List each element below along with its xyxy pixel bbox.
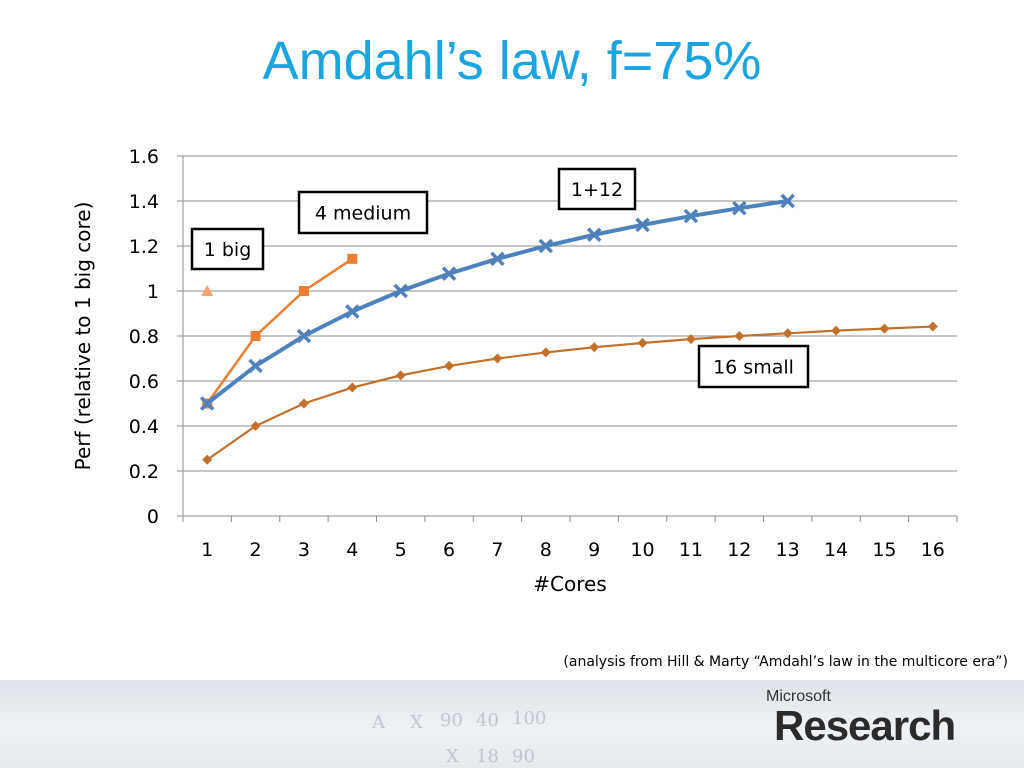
data-point xyxy=(732,200,747,216)
annotation-label: 1 big xyxy=(190,227,265,271)
data-point xyxy=(298,286,309,296)
series-1-big xyxy=(201,285,214,296)
x-tick-label: 11 xyxy=(679,539,703,561)
data-point xyxy=(927,321,938,332)
series-16-small xyxy=(202,321,938,465)
x-tick-label: 13 xyxy=(776,539,800,561)
background-scribble: 100 xyxy=(512,708,547,729)
x-tick-label: 9 xyxy=(588,539,600,561)
data-point xyxy=(347,382,358,393)
data-point xyxy=(831,325,842,336)
data-point xyxy=(202,454,213,465)
x-tick-labels: 1 2 3 4 5 6 7 8 9 10 11 12 13 14 15 16 xyxy=(201,539,945,561)
y-tick-label: 0.2 xyxy=(129,461,159,483)
data-point xyxy=(879,323,890,334)
background-scribble: 90 xyxy=(440,710,463,731)
x-tick-label: 5 xyxy=(395,539,407,561)
chart: 00.20.40.60.811.21.41.6 1 2 3 4 5 6 7 8 9 10 11 12 1… xyxy=(71,146,958,596)
annotation-label: 16 small xyxy=(697,344,810,389)
data-point xyxy=(199,396,215,411)
microsoft-research-logo: Microsoft Research xyxy=(764,688,956,749)
series-line xyxy=(206,325,933,461)
data-point xyxy=(538,238,554,254)
background-scribble: A xyxy=(372,712,385,733)
background-scribble: 18 xyxy=(476,746,499,767)
data-point xyxy=(298,398,309,409)
data-point xyxy=(734,331,745,341)
x-tick-label: 3 xyxy=(298,539,310,561)
background-scribble: X xyxy=(410,712,423,733)
annotation-box xyxy=(190,227,265,271)
gridlines xyxy=(183,155,957,472)
x-tick-label: 6 xyxy=(443,539,455,561)
data-point xyxy=(250,421,261,431)
background-scribble: 40 xyxy=(476,710,499,731)
annotation-text: 1 big xyxy=(204,239,252,261)
data-point xyxy=(782,328,793,339)
series-4-medium xyxy=(202,253,358,409)
annotation-text: 4 medium xyxy=(315,203,411,225)
annotation-box xyxy=(697,344,810,389)
x-tick-label: 8 xyxy=(540,539,552,561)
x-axis-title: #Cores xyxy=(533,572,606,596)
data-point xyxy=(345,304,360,319)
series xyxy=(199,193,938,465)
y-tick-label: 0.4 xyxy=(129,416,159,438)
footer-band: A X 90 40 100 X 18 90 xyxy=(0,680,1024,768)
annotation-label: 4 medium xyxy=(297,190,429,235)
y-tick-label: 0.8 xyxy=(129,326,159,348)
citation: (analysis from Hill & Marty “Amdahl’s la… xyxy=(563,654,1008,670)
data-point xyxy=(490,251,505,267)
y-axis-title: Perf (relative to 1 big core) xyxy=(71,202,95,471)
x-tick-label: 16 xyxy=(921,539,945,561)
background-scribble: 90 xyxy=(512,746,535,767)
data-point xyxy=(250,331,261,341)
data-point xyxy=(586,227,602,242)
data-point xyxy=(685,334,696,345)
data-point xyxy=(589,342,600,353)
x-tick-label: 14 xyxy=(824,539,848,561)
y-tick-label: 1.2 xyxy=(129,236,159,258)
data-point xyxy=(201,285,214,296)
data-point xyxy=(393,283,408,299)
x-tick-label: 2 xyxy=(250,539,262,561)
data-point xyxy=(637,337,648,348)
annotations: 1 big 4 medium 1+12 16 small xyxy=(190,167,810,389)
y-tick-label: 0 xyxy=(147,506,159,528)
data-point xyxy=(347,253,358,264)
x-tick-label: 7 xyxy=(491,539,503,561)
data-point xyxy=(248,358,263,374)
x-tick-label: 15 xyxy=(872,539,896,561)
x-tick-label: 4 xyxy=(346,539,358,561)
data-point xyxy=(492,353,503,364)
annotation-box xyxy=(557,167,637,211)
logo-company: Microsoft xyxy=(766,688,831,705)
data-point xyxy=(296,328,312,344)
y-tick-label: 1.4 xyxy=(129,191,159,213)
y-tick-label: 0.6 xyxy=(129,371,159,393)
annotation-label: 1+12 xyxy=(557,167,637,211)
y-tick-label: 1.6 xyxy=(129,146,159,168)
series-line xyxy=(206,257,354,405)
series-1-12 xyxy=(199,193,795,411)
logo-product: Research xyxy=(774,702,956,749)
annotation-box xyxy=(297,190,429,235)
annotation-text: 1+12 xyxy=(571,179,623,201)
data-point xyxy=(444,360,455,371)
data-point xyxy=(780,193,795,209)
y-tick-labels: 0 0.2 0.4 0.6 0.8 1 1.2 1.4 1.6 xyxy=(129,146,159,528)
data-point xyxy=(540,347,551,358)
x-tick-label: 1 xyxy=(201,539,213,561)
axes xyxy=(177,155,958,522)
x-tick-label: 10 xyxy=(630,539,654,561)
slide-title: Amdahl’s law, f=75% xyxy=(262,31,762,91)
data-point xyxy=(635,217,650,233)
y-tick-label: 1 xyxy=(147,281,159,303)
x-tick-label: 12 xyxy=(727,539,751,561)
data-point xyxy=(395,370,406,381)
data-point xyxy=(683,208,699,224)
data-point xyxy=(441,266,457,281)
background-scribble: X xyxy=(446,746,459,767)
annotation-text: 16 small xyxy=(713,357,794,379)
